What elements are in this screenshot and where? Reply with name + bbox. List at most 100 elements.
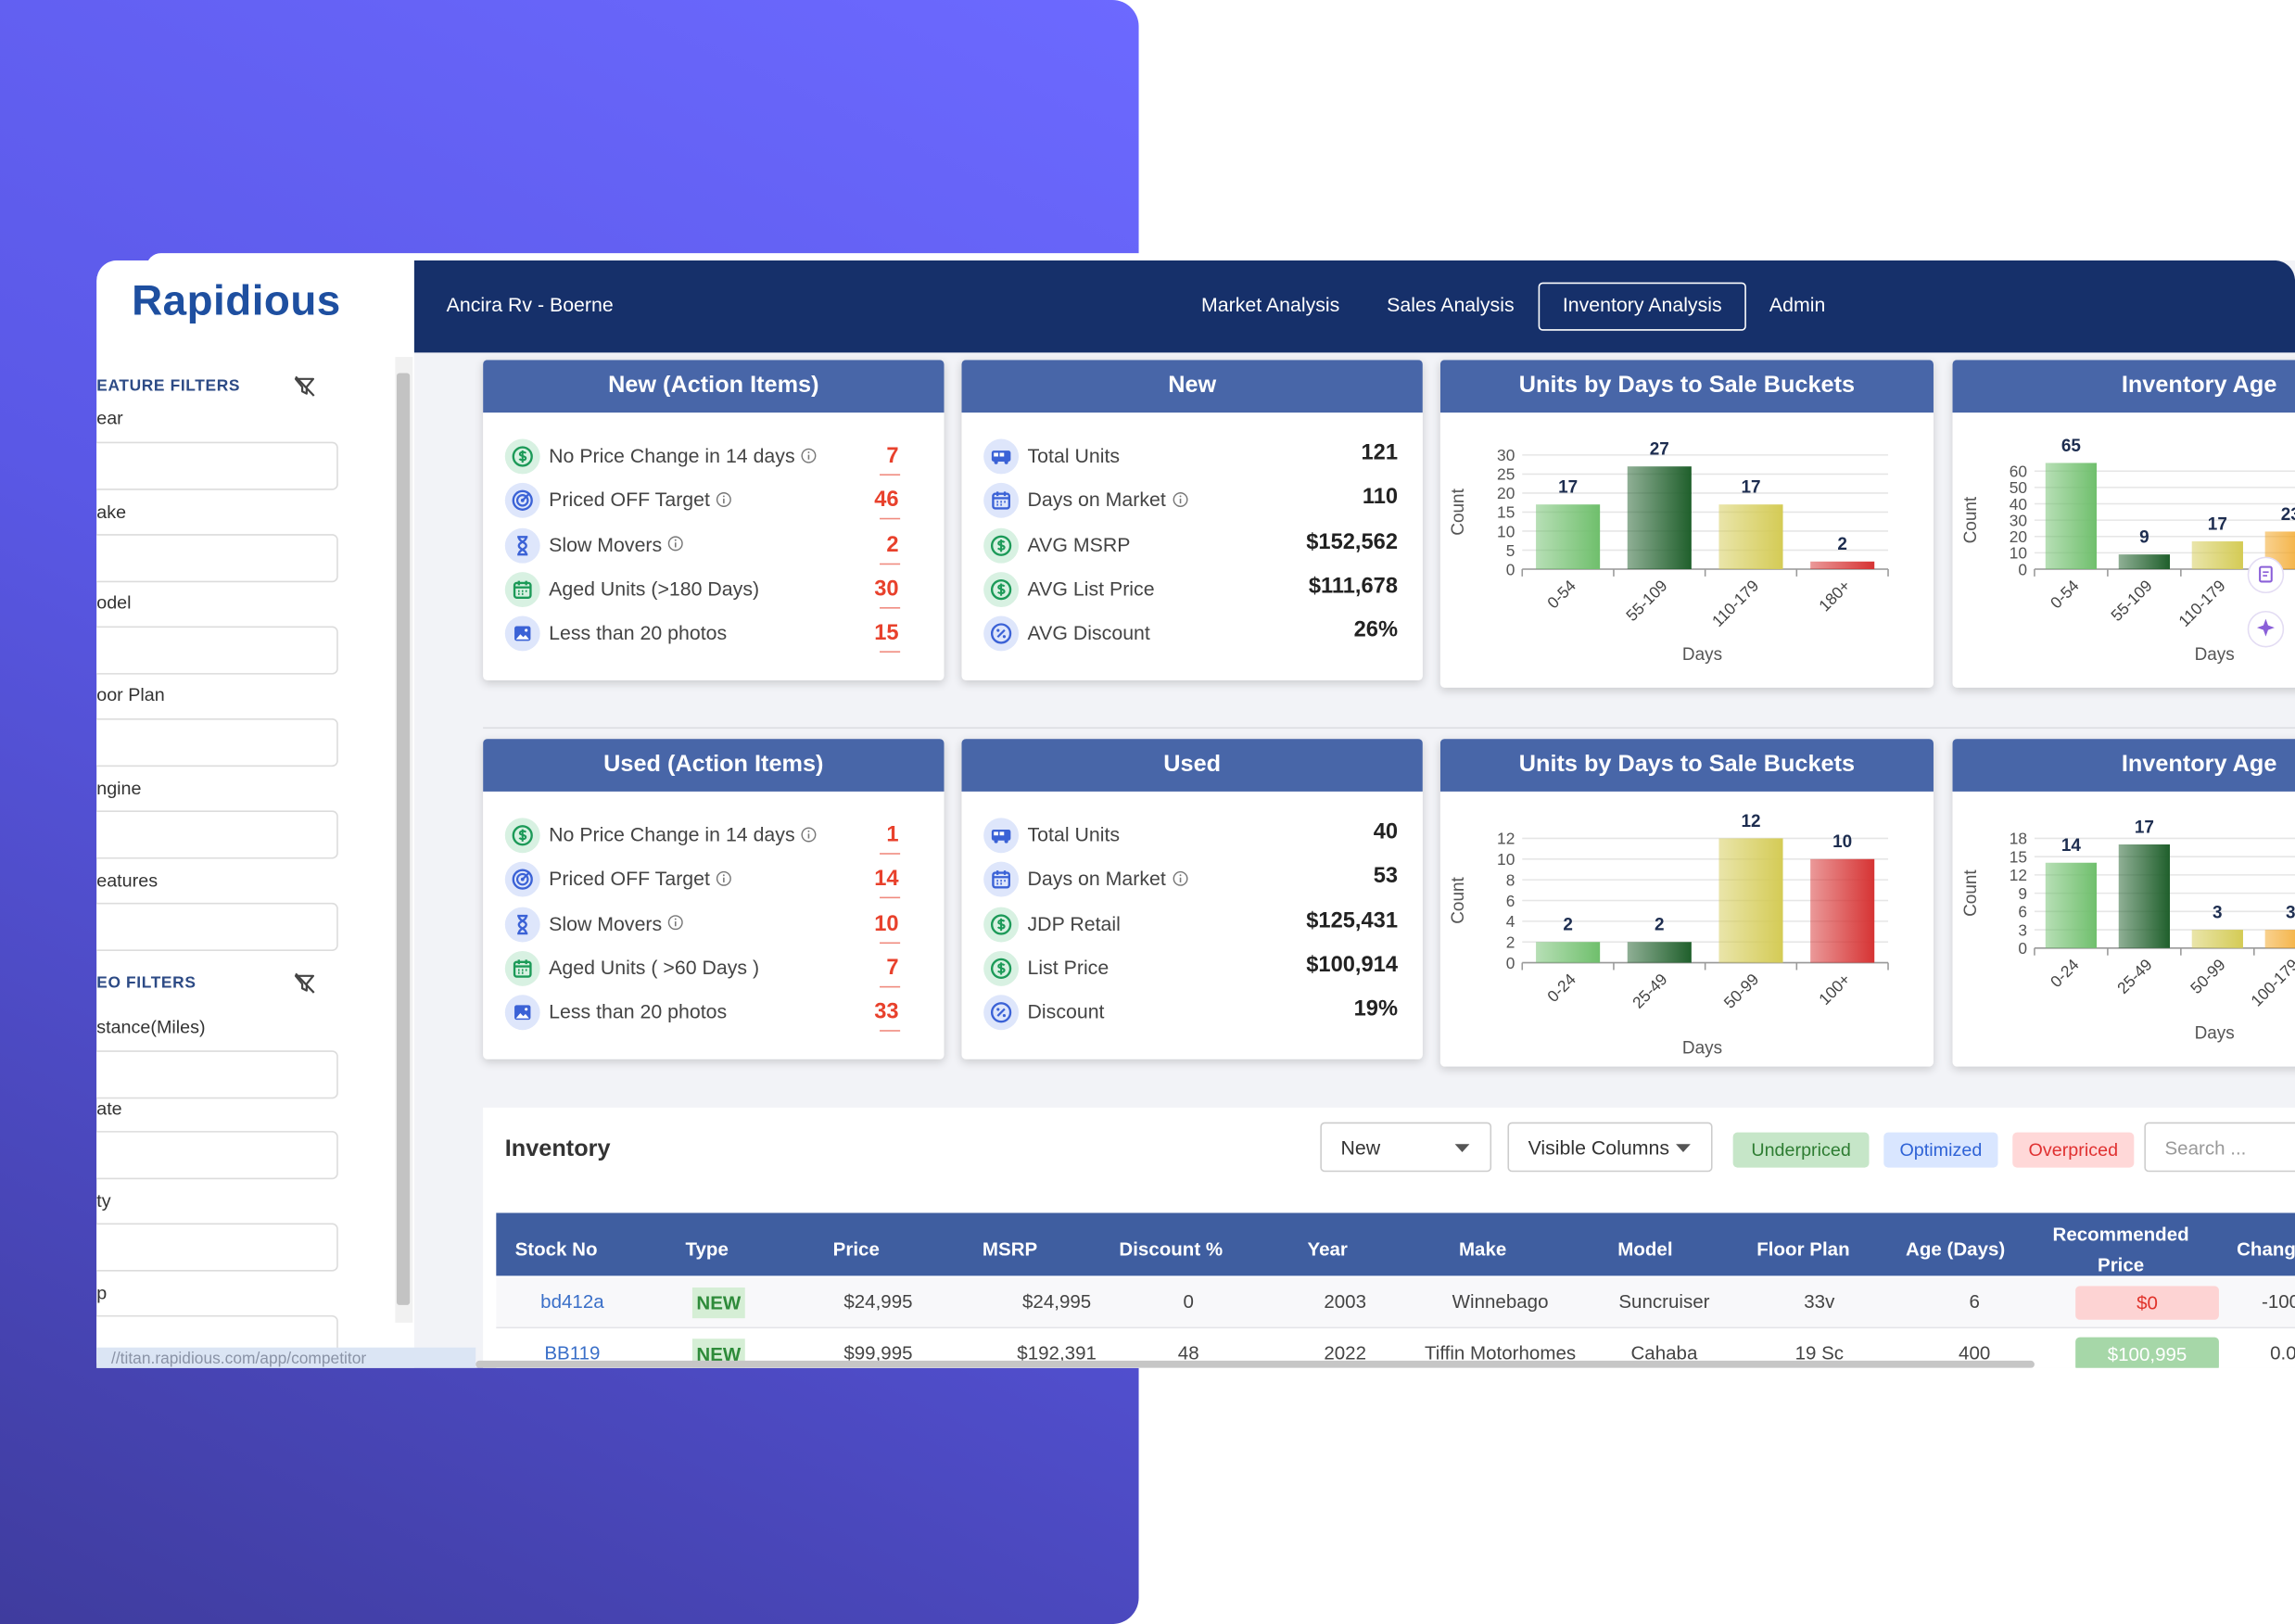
dealer-name: Ancira Rv - Boerne: [446, 294, 614, 316]
info-icon-part: [722, 495, 725, 498]
column-header[interactable]: Price: [832, 1237, 880, 1261]
floating-button: [2247, 556, 2285, 594]
filter-label: p: [96, 1283, 108, 1304]
metric-label: Days on Market: [1027, 488, 1166, 512]
metric-value: 14: [874, 866, 899, 892]
filter-input[interactable]: [96, 717, 338, 768]
y-tick-label: 6: [1506, 892, 1515, 910]
y-tick-label: 40: [2010, 495, 2027, 514]
card: Used Total Units 40 Days on Market 53 JDP Ret…: [961, 739, 1423, 1059]
chart: 02468101220-24225-491250-9910100+CountDa…: [1449, 812, 1889, 1058]
card: Inventory Age 0 10 20 30 40 50 60 65 0-54 9 55-109 1…: [1952, 360, 2295, 688]
icon-part: [513, 960, 532, 978]
y-tick-label: 15: [1497, 503, 1515, 522]
legend-chip[interactable]: Underpriced: [1732, 1132, 1870, 1168]
bar: [1627, 942, 1692, 963]
column-header[interactable]: Stock No: [514, 1237, 598, 1261]
icon-part: [504, 527, 540, 564]
filter-input[interactable]: [96, 1050, 338, 1099]
info-icon: [1173, 491, 1188, 507]
bar: [2118, 554, 2171, 569]
info-icon-part: [801, 447, 817, 463]
filter-label: stance(Miles): [96, 1016, 206, 1038]
y-tick-label: 10: [2010, 544, 2027, 563]
filter-label: ngine: [96, 778, 142, 799]
dropdown[interactable]: Visible Columns: [1507, 1122, 1713, 1173]
x-tick-label: 25-49: [2113, 955, 2156, 997]
card-header: [961, 360, 1423, 413]
filter-input[interactable]: [96, 902, 338, 951]
x-tick-label: 55-109: [2107, 577, 2155, 625]
x-axis-title: Days: [2195, 645, 2235, 665]
icon: [504, 615, 540, 652]
filter-input[interactable]: [96, 441, 338, 490]
value-underline: [880, 518, 901, 520]
icon-part: [992, 492, 1010, 511]
column-header[interactable]: Make: [1458, 1237, 1507, 1261]
card-title: Units by Days to Sale Buckets: [1518, 373, 1856, 399]
metric-label: No Price Change in 14 days: [549, 823, 795, 846]
column-header[interactable]: Change: [2237, 1237, 2295, 1261]
card: Units by Days to Sale Buckets 0 2 4 6 8 10 12 2 0…: [1439, 739, 1934, 1067]
y-tick-label: 25: [1497, 465, 1515, 484]
icon-part: [515, 494, 529, 508]
search-box[interactable]: Search ...: [2144, 1122, 2295, 1173]
filter-label: ty: [96, 1190, 111, 1212]
icon-part: [514, 580, 531, 589]
column-header[interactable]: Discount %: [1119, 1237, 1224, 1261]
column-header[interactable]: Recommended Price: [2052, 1223, 2189, 1276]
column-header[interactable]: Age (Days): [1906, 1237, 2006, 1261]
bar-value-label: 2: [1655, 916, 1665, 935]
column-header[interactable]: Model: [1617, 1237, 1673, 1261]
filter-input[interactable]: [96, 626, 338, 675]
filter-input[interactable]: [96, 534, 338, 583]
stock-link[interactable]: bd412a: [540, 1290, 604, 1313]
card-header: [1439, 360, 1934, 413]
table-cell: $192,391: [1017, 1341, 1097, 1364]
dropdown[interactable]: New: [1320, 1122, 1492, 1173]
filter-input[interactable]: [96, 1131, 338, 1180]
column-header[interactable]: Type: [685, 1237, 729, 1261]
card: Inventory Age 0 3 6 9 12 15 18 14 0-24 17 25-49 3 50-…: [1952, 739, 2295, 1067]
icon-part: [518, 590, 527, 595]
dropdown-text: New: [1340, 1136, 1381, 1160]
y-tick-label: 0: [2018, 560, 2027, 578]
info-icon-part: [674, 918, 677, 920]
nav-item[interactable]: Market Analysis: [1201, 294, 1340, 316]
column-header[interactable]: MSRP: [982, 1237, 1038, 1261]
metric-value: 2: [886, 531, 899, 557]
table-cell: Suncruiser: [1618, 1290, 1710, 1313]
column-header[interactable]: Floor Plan: [1756, 1237, 1850, 1261]
icon-part: [996, 629, 1006, 639]
icon-part: [512, 869, 533, 891]
metric-label: Aged Units ( >60 Days ): [549, 957, 760, 979]
icon-part: [521, 871, 531, 881]
bar: [1536, 942, 1601, 963]
icon-part: [983, 862, 1020, 898]
legend-chip[interactable]: Optimized: [1883, 1132, 1998, 1168]
icon-part: [996, 1008, 1006, 1018]
filter-input[interactable]: [96, 1223, 338, 1272]
card-title: Inventory Age: [2121, 373, 2277, 399]
stock-link[interactable]: BB119: [544, 1341, 601, 1364]
bar-value-label: 17: [2208, 514, 2227, 534]
nav-item[interactable]: Inventory Analysis: [1562, 294, 1722, 316]
bar: [2264, 930, 2295, 948]
filter-input[interactable]: [96, 810, 338, 859]
metric-value: $100,914: [1306, 952, 1399, 978]
column-header[interactable]: Year: [1307, 1237, 1348, 1261]
icon-part: [990, 578, 1012, 601]
value-underline: [880, 985, 901, 988]
bar-value-label: 2: [1563, 916, 1573, 935]
info-icon-part: [716, 870, 731, 886]
info-icon: [716, 870, 731, 886]
icon-part: [990, 623, 1012, 644]
nav-item[interactable]: Sales Analysis: [1387, 294, 1515, 316]
legend-chip[interactable]: Overpriced: [2012, 1132, 2135, 1168]
card-title: Used (Action Items): [603, 752, 824, 778]
nav-item[interactable]: Admin: [1769, 294, 1826, 316]
x-tick-label: 180+: [1815, 577, 1854, 615]
y-tick-label: 0: [2018, 939, 2027, 958]
card: Units by Days to Sale Buckets 0 5 10 15 20 25 3…: [1439, 360, 1934, 688]
